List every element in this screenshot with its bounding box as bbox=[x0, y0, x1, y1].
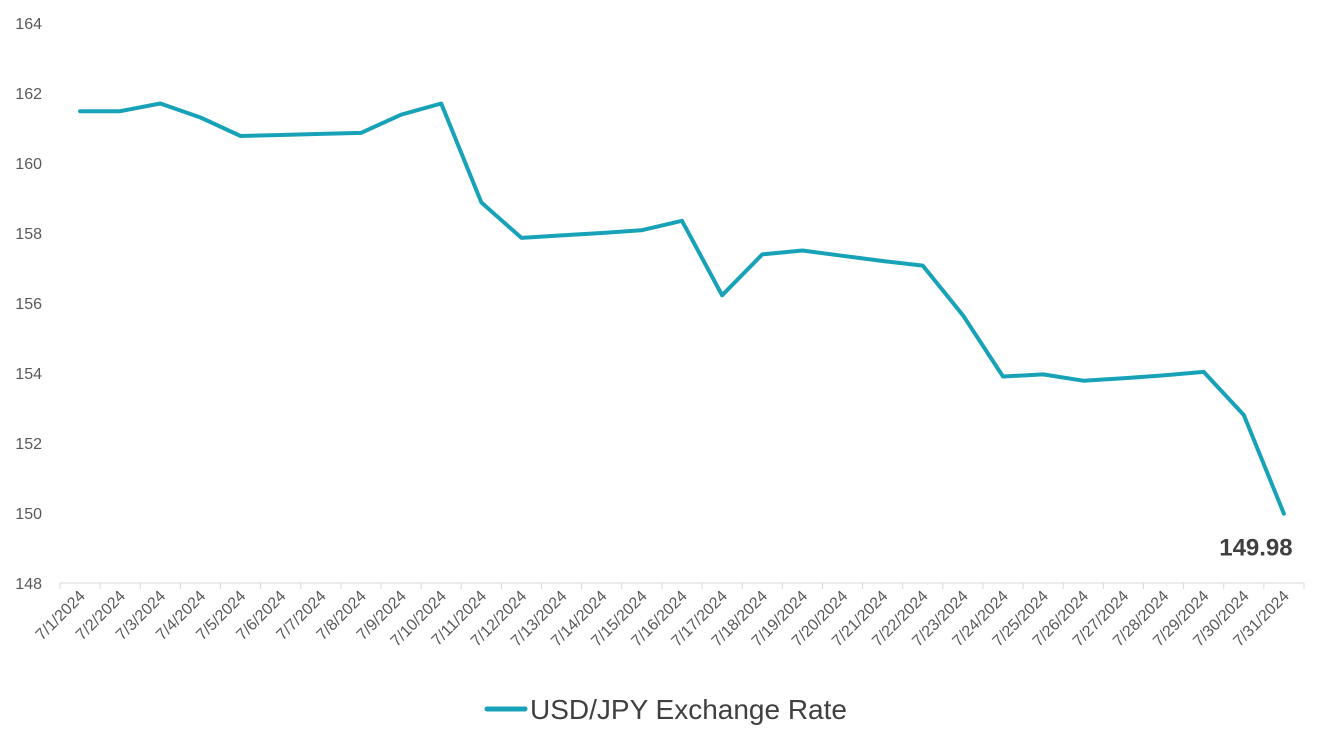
legend: USD/JPY Exchange Rate bbox=[484, 694, 847, 725]
x-axis-labels: 7/1/20247/2/20247/3/20247/4/20247/5/2024… bbox=[33, 588, 1293, 650]
y-tick-label: 156 bbox=[15, 296, 42, 313]
series-line-usd-jpy bbox=[78, 101, 1286, 516]
data-label-last: 149.98 bbox=[1219, 535, 1292, 562]
y-tick-label: 164 bbox=[15, 16, 42, 33]
legend-label: USD/JPY Exchange Rate bbox=[530, 694, 847, 725]
y-tick-label: 150 bbox=[15, 506, 42, 523]
y-tick-label: 154 bbox=[15, 366, 42, 383]
y-tick-label: 160 bbox=[15, 156, 42, 173]
y-tick-label: 158 bbox=[15, 226, 42, 243]
y-tick-label: 152 bbox=[15, 436, 42, 453]
y-tick-label: 162 bbox=[15, 86, 42, 103]
y-tick-label: 148 bbox=[15, 576, 42, 593]
y-axis-ticks: 148 150 152 154 156 158 160 162 164 bbox=[15, 16, 42, 593]
data-points bbox=[78, 102, 1286, 516]
x-axis-ticks bbox=[59, 583, 1305, 589]
